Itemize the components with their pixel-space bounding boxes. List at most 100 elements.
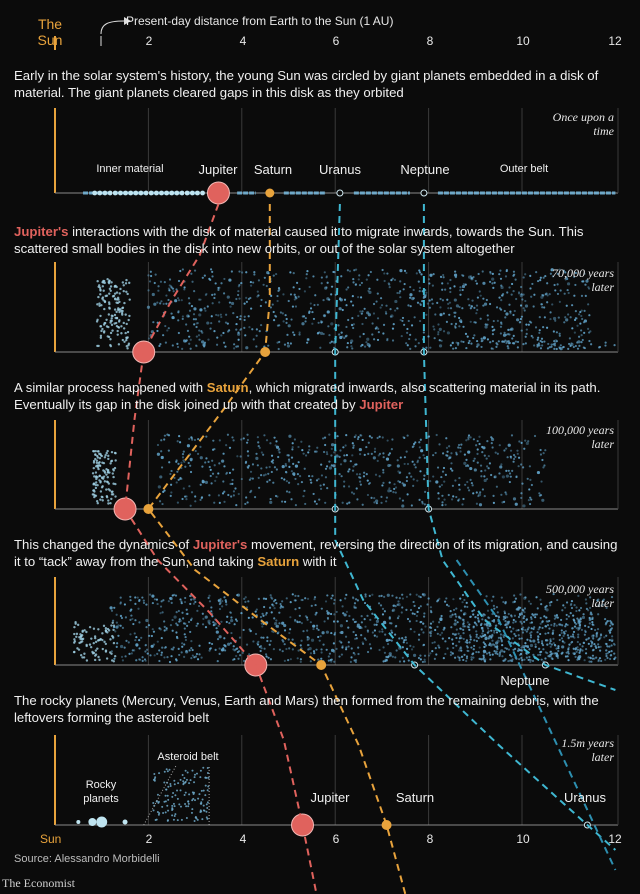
inner-material-particle (96, 318, 99, 322)
scattered-body (555, 613, 559, 617)
outer-belt-particle (572, 647, 575, 650)
scattered-body (344, 597, 347, 600)
scattered-body (323, 314, 326, 317)
inner-material-particle (114, 482, 117, 486)
scattered-body (555, 647, 558, 650)
scattered-body (562, 604, 565, 607)
outer-belt-particle (462, 613, 466, 616)
scattered-body (277, 631, 280, 634)
scattered-body (398, 471, 401, 475)
scattered-body (265, 466, 268, 469)
outer-belt-particle (561, 640, 564, 643)
scattered-body (275, 440, 278, 443)
scattered-body (598, 657, 602, 660)
scattered-body (262, 474, 266, 477)
scattered-body (145, 603, 148, 606)
scattered-body (440, 475, 443, 479)
scattered-body (231, 436, 234, 439)
scattered-body (503, 449, 506, 452)
scattered-body (302, 315, 306, 318)
outer-belt-particle (565, 617, 568, 621)
scattered-body (328, 652, 331, 655)
asteroid-particle (184, 803, 187, 806)
scattered-body (465, 458, 468, 461)
scattered-body (597, 646, 600, 649)
scattered-body (550, 600, 553, 604)
scattered-body (329, 612, 333, 616)
scattered-body (264, 613, 268, 616)
scattered-body (157, 285, 160, 288)
scattered-body (315, 624, 319, 627)
time-note-3: 100,000 years later (546, 423, 614, 451)
scattered-body (181, 497, 184, 501)
scattered-body (179, 269, 182, 273)
scattered-body (291, 448, 294, 451)
outer-belt-particle (534, 616, 537, 619)
scattered-body (190, 657, 193, 660)
scattered-body (498, 651, 502, 654)
scattered-body (306, 629, 309, 632)
scattered-body (549, 272, 552, 275)
scattered-body (444, 473, 447, 476)
scattered-body (534, 326, 538, 329)
scattered-body (269, 306, 272, 309)
scattered-body (175, 460, 178, 463)
scattered-body (442, 452, 445, 455)
scattered-body (466, 625, 469, 628)
scattered-body (298, 606, 301, 610)
inner-material-particle (79, 654, 83, 657)
scattered-body (351, 442, 354, 445)
scattered-body (507, 443, 511, 447)
scattered-body (541, 344, 544, 347)
scattered-body (199, 445, 202, 448)
inner-material-particle (179, 190, 185, 196)
inner-material-particle (113, 322, 116, 325)
scattered-body (326, 310, 330, 314)
inner-material-particle (92, 482, 96, 485)
inner-material-particle (109, 321, 112, 324)
scattered-body (231, 468, 235, 471)
scattered-body (347, 626, 350, 629)
scattered-body (405, 608, 408, 611)
scattered-body (189, 630, 192, 634)
scattered-body (230, 618, 234, 623)
scattered-body (591, 621, 594, 624)
scattered-body (317, 635, 320, 639)
scattered-body (147, 337, 151, 340)
scattered-body (447, 302, 450, 305)
scattered-body (390, 314, 394, 318)
scattered-body (388, 283, 391, 286)
scattered-body (345, 593, 348, 596)
label-neptune-4: Neptune (500, 673, 550, 688)
inner-material-particle (94, 640, 98, 644)
scattered-body (346, 346, 349, 349)
outer-belt-particle (476, 617, 480, 620)
asteroid-particle (193, 776, 196, 779)
scattered-body (241, 271, 244, 274)
scattered-body (454, 613, 457, 616)
asteroid-particle (152, 809, 155, 812)
inner-material-particle (111, 634, 114, 638)
scattered-body (574, 283, 577, 287)
outer-belt-particle (451, 642, 455, 645)
scattered-body (509, 475, 512, 478)
inner-material-particle (107, 499, 110, 502)
scattered-body (251, 477, 254, 480)
scattered-body (300, 598, 303, 602)
scattered-body (293, 438, 297, 441)
scattered-body (234, 487, 237, 490)
scattered-body (587, 303, 590, 306)
scattered-body (347, 485, 351, 488)
scattered-body (573, 294, 576, 297)
inner-material-particle (107, 454, 110, 458)
outer-belt-particle (451, 632, 455, 635)
scattered-body (217, 624, 220, 628)
outer-belt-particle (493, 643, 496, 647)
scattered-body (285, 321, 288, 325)
asteroid-particle (197, 797, 200, 800)
scattered-body (482, 281, 486, 285)
scattered-body (245, 496, 248, 499)
scattered-body (352, 492, 356, 495)
outer-belt-particle (496, 652, 499, 656)
outer-belt-particle (605, 652, 608, 655)
